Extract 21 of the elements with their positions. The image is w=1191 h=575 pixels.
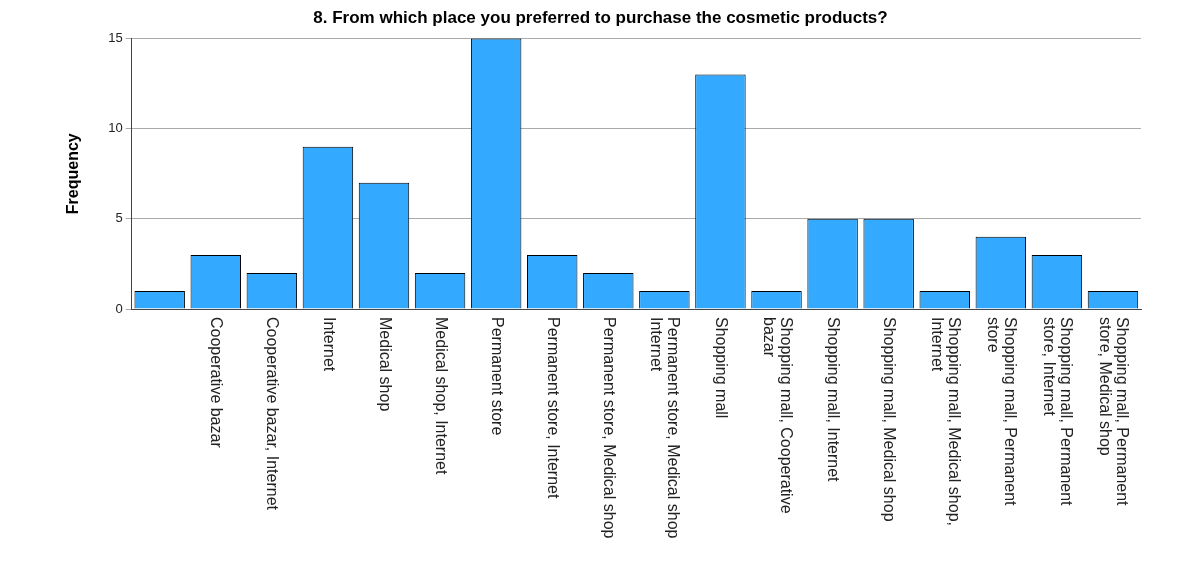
- y-tick-label: 0: [115, 300, 123, 316]
- x-tick-label: Permanent store: [488, 317, 506, 436]
- chart-title: 8. From which place you preferred to purchase the cosmetic products?: [313, 7, 888, 27]
- y-tick-label: 5: [115, 210, 123, 226]
- x-tick-label: Cooperative bazar, Internet: [264, 317, 282, 511]
- x-tick-label: Shopping mall: [713, 317, 731, 419]
- x-tick-label: Shopping mall, Medical shop: [881, 317, 899, 522]
- x-tick-label: Shopping mall, Internet: [825, 317, 843, 483]
- x-tick-label: Medical shop: [376, 317, 394, 412]
- x-tick-label: Medical shop, Internet: [432, 317, 450, 475]
- x-tick-label: Shopping mall, Medical shop, Internet: [928, 317, 963, 527]
- x-tick-label: Permanent store, Medical shop: [600, 317, 618, 539]
- y-tick-label: 10: [108, 120, 123, 136]
- y-tick-label: 15: [108, 29, 123, 45]
- x-tick-label: Permanent store, Internet: [544, 317, 562, 499]
- x-tick-label: Shopping mall, Cooperative bazar: [760, 317, 795, 514]
- x-tick-label: Shopping mall, Permanent store: [984, 317, 1019, 507]
- x-tick-label: Internet: [320, 317, 338, 372]
- x-tick-label: Cooperative bazar: [208, 317, 226, 449]
- y-axis-title: Frequency: [64, 133, 82, 215]
- x-tick-label: Permanent store, Medical shop Internet: [648, 317, 683, 539]
